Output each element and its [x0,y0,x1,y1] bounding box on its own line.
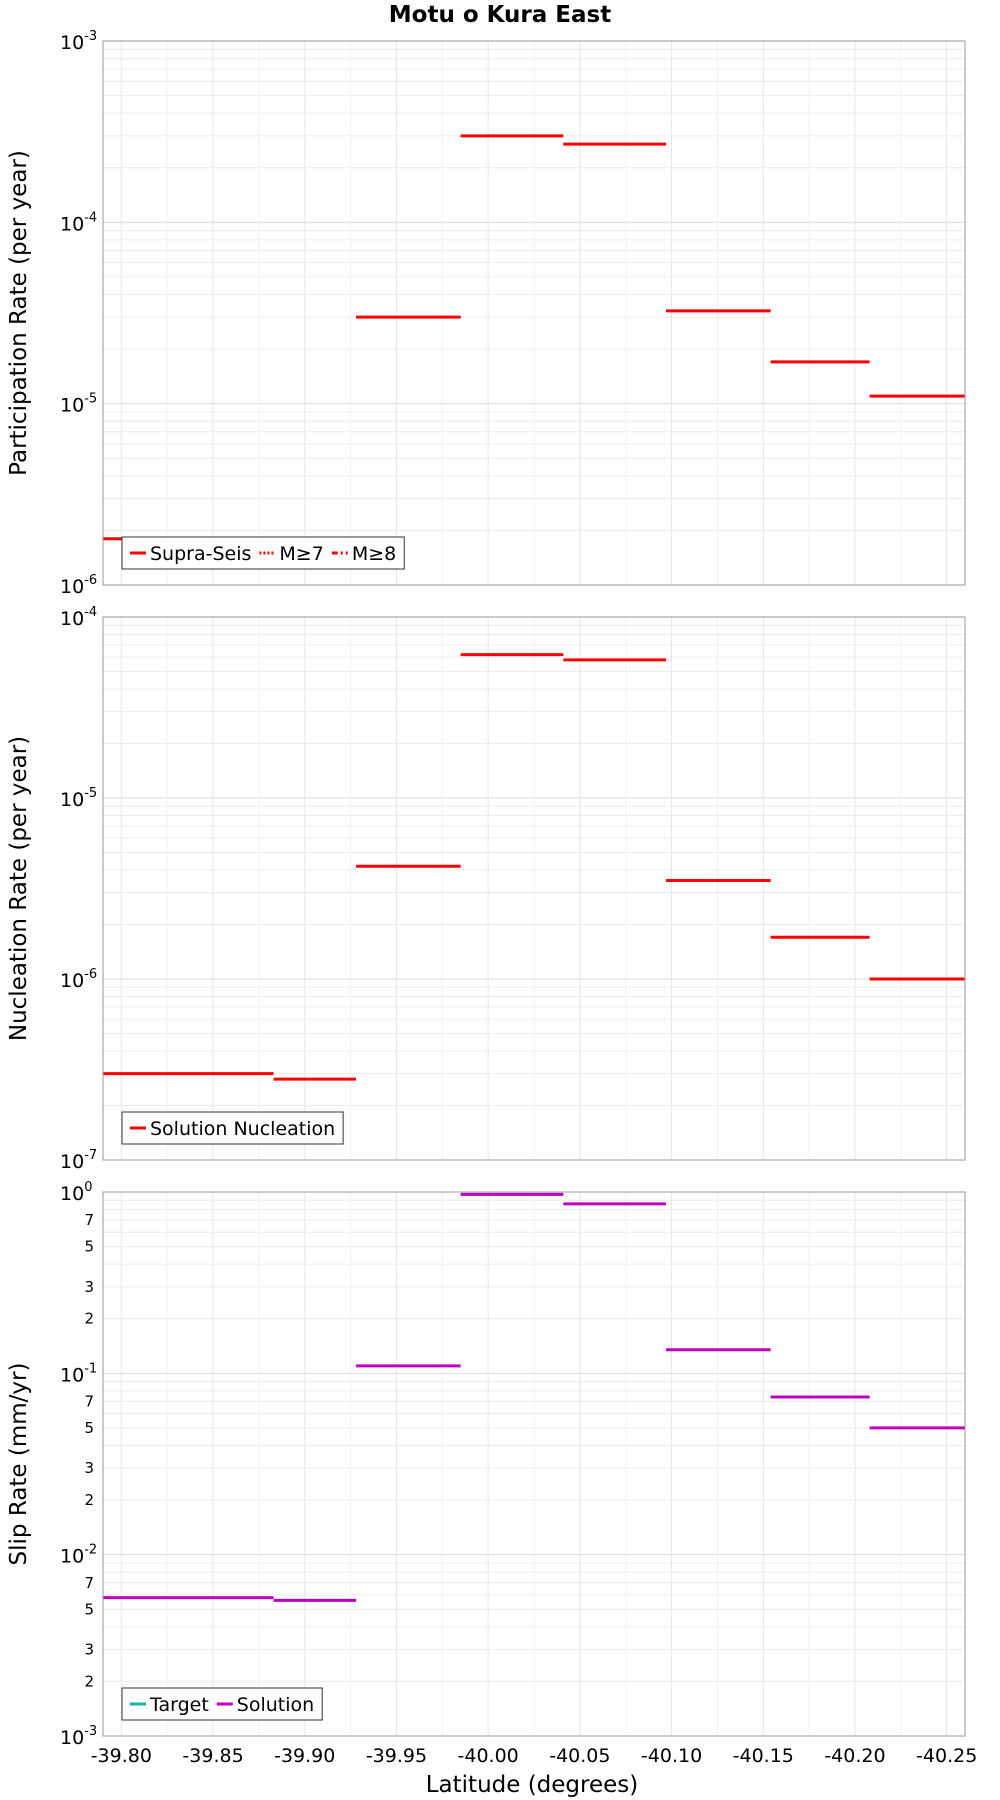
y-tick-label: 10-6 [60,573,97,598]
series-Solution Nucleation [103,653,965,1081]
y-minor-tick-label: 2 [84,1310,94,1328]
y-minor-tick-label: 7 [84,1392,94,1410]
y-minor-tick-label: 5 [84,1238,94,1256]
y-tick-label: 10-4 [60,210,97,235]
legend-label: M≥7 [279,543,323,565]
legend-label: Solution Nucleation [150,1118,335,1140]
y-tick-label: 100 [60,1180,92,1205]
x-tick-label: -39.90 [274,1745,335,1767]
panel-slip: 10-3 10-2 10-1 100 2 3 5 7 2 3 5 7 2 3 5 7 Slip Rate (mm… [6,1180,977,1798]
y-minor-tick-label: 3 [84,1278,94,1296]
y-minor-tick-label: 7 [84,1211,94,1229]
y-axis-title: Participation Rate (per year) [6,150,32,476]
panel-participation: 10-6 10-5 10-4 10-3 Participation Rate (per … [6,29,966,598]
x-axis-title: Latitude (degrees) [426,1772,639,1798]
chart-title: Motu o Kura East [389,2,611,28]
y-tick-label: 10-3 [60,1724,97,1749]
x-tick-label: -40.05 [549,1745,610,1767]
x-tick-label: -40.20 [824,1745,885,1767]
x-tick-label: -40.15 [733,1745,794,1767]
y-tick-label: 10-7 [60,1148,97,1173]
legend-label: M≥8 [352,543,396,565]
plot-frame [102,40,966,586]
legend-box [121,536,405,570]
y-tick-label: 10-2 [60,1543,97,1568]
y-tick-label: 10-3 [60,29,97,54]
series-Solution [103,1192,965,1602]
y-tick-label: 10-1 [60,1361,97,1386]
panel-nucleation: 10-7 10-6 10-5 10-4 Nucleation Rate (per yea… [6,605,966,1173]
y-tick-label: 10-4 [60,605,97,630]
y-minor-tick-label: 5 [84,1419,94,1437]
x-tick-label: -39.80 [91,1745,152,1767]
y-minor-tick-label: 2 [84,1491,94,1509]
plot-frame [102,616,966,1161]
x-tick-label: -40.00 [458,1745,519,1767]
y-minor-tick-label: 2 [84,1672,94,1690]
y-axis-title: Slip Rate (mm/yr) [6,1363,32,1566]
x-tick-label: -39.95 [366,1745,427,1767]
legend-box [121,1111,344,1145]
legend-label: Target [149,1694,209,1716]
y-minor-tick-label: 7 [84,1574,94,1592]
legend-label: Solution [237,1694,314,1716]
y-minor-tick-label: 3 [84,1459,94,1477]
y-minor-tick-label: 5 [84,1600,94,1618]
plot-frame [102,1191,966,1737]
legend: Target Solution [121,1687,323,1721]
x-tick-label: -39.85 [182,1745,243,1767]
legend: Solution Nucleation [121,1111,344,1145]
y-minor-tick-label: 3 [84,1640,94,1658]
legend-label: Supra-Seis [150,543,251,565]
x-tick-label: -40.10 [641,1745,702,1767]
legend: Supra-Seis M≥7 M≥8 [121,536,405,570]
y-tick-label: 10-5 [60,786,97,811]
y-axis-title: Nucleation Rate (per year) [6,736,32,1041]
x-tick-label: -40.25 [916,1745,977,1767]
y-tick-label: 10-6 [60,967,97,992]
y-tick-label: 10-5 [60,392,97,417]
